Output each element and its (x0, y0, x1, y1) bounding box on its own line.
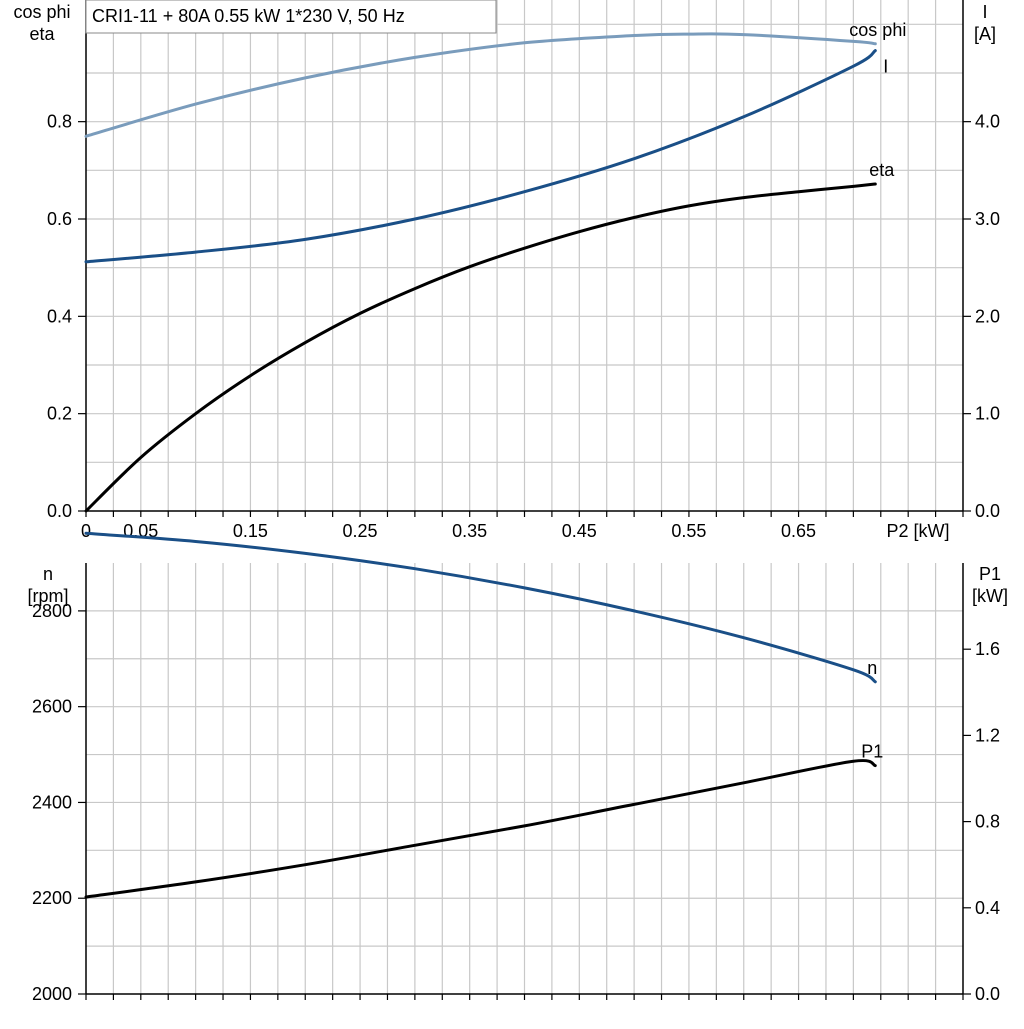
series-i-line (84, 49, 877, 264)
y2-tick-label: 4.0 (975, 112, 1000, 132)
y2-tick-label: 1.6 (975, 639, 1000, 659)
y2-tick-label: 0.0 (975, 501, 1000, 521)
y2-tick-label: 0.4 (975, 898, 1000, 918)
y-tick-label: 2000 (32, 984, 72, 1004)
y-tick-label: 2800 (32, 601, 72, 621)
y-axis-label: eta (29, 24, 55, 44)
y-tick-label: 2400 (32, 792, 72, 812)
plot-panel-1 (78, 0, 971, 517)
x-tick-label: 0.65 (781, 521, 816, 541)
y2-tick-label: 0.0 (975, 984, 1000, 1004)
plot-panel-2 (78, 531, 971, 1000)
y2-axis-label: [A] (974, 24, 996, 44)
x-tick-label: 0.45 (562, 521, 597, 541)
y2-tick-label: 0.8 (975, 812, 1000, 832)
x-axis-label: P2 [kW] (886, 521, 949, 541)
series-n-label: n (867, 658, 877, 678)
y2-axis-label: P1 (979, 564, 1001, 584)
y-tick-label: 2600 (32, 697, 72, 717)
y-axis-label: [rpm] (27, 586, 68, 606)
x-tick-label: 0 (81, 521, 91, 541)
x-tick-label: 0.35 (452, 521, 487, 541)
x-tick-label: 0.15 (233, 521, 268, 541)
y-axis-label: n (43, 564, 53, 584)
title-box (85, 0, 497, 34)
x-tick-label: 0.55 (671, 521, 706, 541)
series-p1-line (84, 759, 877, 899)
y-tick-label: 0.4 (47, 306, 72, 326)
series-n-line (84, 531, 877, 684)
series-eta-line (84, 182, 877, 513)
x-tick-label: 0.25 (343, 521, 378, 541)
y2-tick-label: 2.0 (975, 306, 1000, 326)
series-p1-label: P1 (861, 742, 883, 762)
y2-tick-label: 3.0 (975, 209, 1000, 229)
y-tick-label: 0.8 (47, 112, 72, 132)
series-cos-phi-line (84, 32, 877, 138)
y-tick-label: 0.0 (47, 501, 72, 521)
y2-axis-label: I (982, 2, 987, 22)
y-tick-label: 0.6 (47, 209, 72, 229)
chart-title: CRI1-11 + 80A 0.55 kW 1*230 V, 50 Hz (92, 6, 405, 26)
series-cos-phi-label: cos phi (849, 20, 906, 40)
series-i-label: I (883, 57, 888, 77)
y-tick-label: 0.2 (47, 404, 72, 424)
y2-tick-label: 1.0 (975, 404, 1000, 424)
y2-axis-label: [kW] (972, 586, 1008, 606)
y2-tick-label: 1.2 (975, 725, 1000, 745)
series-eta-label: eta (869, 160, 895, 180)
y-axis-label: cos phi (13, 2, 70, 22)
y-tick-label: 2200 (32, 888, 72, 908)
